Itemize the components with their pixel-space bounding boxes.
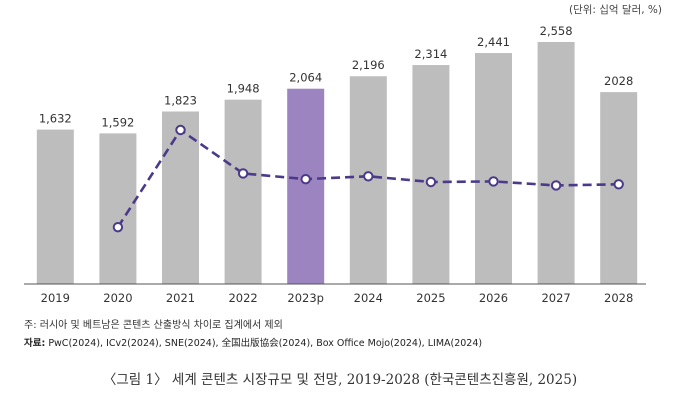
- bar-value-label: 2,064: [289, 71, 322, 85]
- bar-2025: [412, 65, 450, 284]
- figure-caption: 〈그림 1〉 세계 콘텐츠 시장규모 및 전망, 2019-2028 (한국콘텐…: [102, 372, 578, 388]
- x-tick-label: 2027: [541, 291, 570, 305]
- bar-value-label: 2,441: [477, 35, 510, 49]
- footnote: 주: 러시아 및 베트남은 콘텐츠 산출방식 차이로 집계에서 제외: [24, 320, 283, 331]
- growth-point: [488, 176, 499, 187]
- growth-point: [237, 168, 249, 179]
- growth-point: [363, 171, 374, 182]
- x-tick-label: 2022: [228, 291, 257, 305]
- bar-2022: [224, 99, 262, 284]
- unit-label: (단위: 십억 달러, %): [568, 4, 662, 16]
- bars-layer: [36, 41, 638, 285]
- bar-value-label: 2,558: [540, 24, 573, 38]
- growth-point: [613, 179, 624, 190]
- bar-2023p: [287, 88, 325, 285]
- bar-value-label: 2028: [604, 74, 633, 88]
- market-size-chart: 1,632 1,592 1,823 1,948 2,064 2,196 2,314 2,441…: [24, 24, 646, 305]
- source-text: PwC(2024), ICv2(2024), SNE(2024), 全国出版協会…: [48, 338, 483, 349]
- source-label: 자료:: [24, 338, 46, 349]
- growth-point: [300, 173, 311, 185]
- x-tick-label: 2021: [166, 291, 195, 305]
- growth-line-layer: [112, 124, 624, 233]
- growth-point: [550, 180, 562, 191]
- value-labels-layer: 1,632 1,592 1,823 1,948 2,064 2,196 2,314 2,441…: [39, 24, 634, 129]
- bar-2027: [537, 41, 575, 284]
- x-tick-label: 2026: [479, 291, 508, 305]
- bar-2026: [475, 53, 512, 284]
- growth-line: [116, 128, 619, 228]
- x-tick-label: 2023p: [287, 291, 324, 305]
- bar-value-label: 1,592: [101, 115, 134, 129]
- bar-value-label: 2,196: [352, 58, 385, 72]
- x-tick-label: 2019: [41, 291, 70, 305]
- bar-value-label: 1,823: [164, 94, 197, 108]
- bar-value-label: 2,314: [414, 47, 447, 61]
- bar-value-label: 1,948: [227, 82, 260, 96]
- x-tick-label: 2024: [354, 291, 383, 305]
- bar-2019: [36, 129, 74, 284]
- growth-point: [175, 124, 186, 136]
- x-tick-label: 2025: [416, 291, 445, 305]
- x-tick-label: 2020: [103, 291, 132, 305]
- growth-point: [112, 221, 124, 233]
- bar-2021: [162, 111, 199, 285]
- bar-value-label: 1,632: [39, 112, 72, 126]
- growth-point: [425, 176, 437, 188]
- x-tick-label: 2028: [604, 291, 633, 305]
- x-tick-labels-layer: 2019 2020 2021 2022 2023p 2024 2025 2026 2027 202…: [41, 291, 634, 305]
- source-line: 자료: PwC(2024), ICv2(2024), SNE(2024), 全国…: [24, 335, 482, 349]
